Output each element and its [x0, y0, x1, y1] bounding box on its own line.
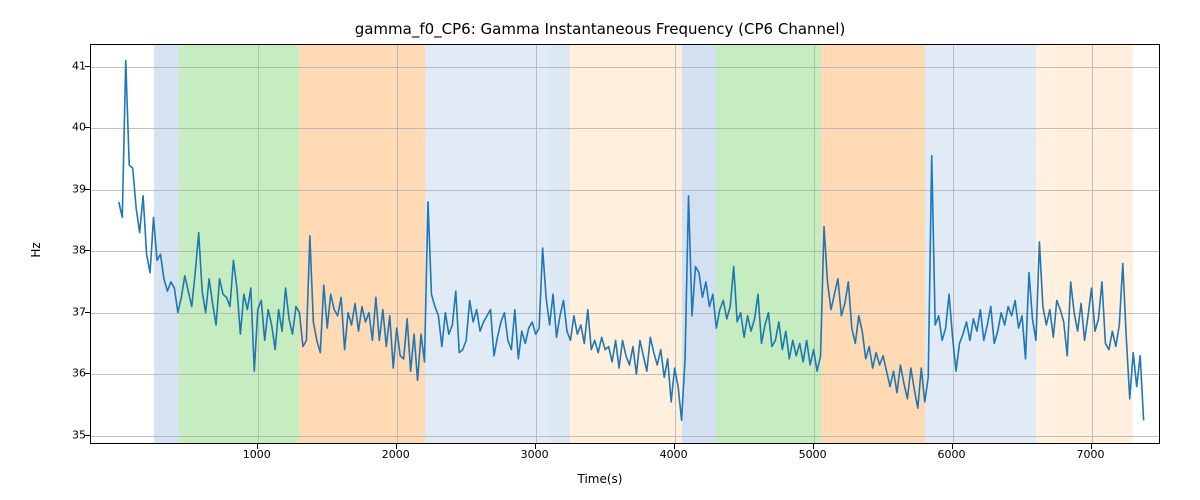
y-tick-mark [85, 66, 90, 67]
x-tick-mark [952, 444, 953, 449]
x-tick-mark [535, 444, 536, 449]
y-tick-label: 38 [46, 244, 86, 257]
y-tick-label: 37 [46, 305, 86, 318]
y-tick-label: 35 [46, 428, 86, 441]
y-tick-mark [85, 435, 90, 436]
x-tick-label: 7000 [1077, 448, 1105, 461]
x-tick-mark [257, 444, 258, 449]
y-tick-mark [85, 127, 90, 128]
y-tick-mark [85, 250, 90, 251]
y-tick-label: 39 [46, 182, 86, 195]
x-axis-label: Time(s) [0, 472, 1200, 486]
x-tick-label: 3000 [521, 448, 549, 461]
data-line [119, 60, 1144, 420]
y-tick-label: 41 [46, 59, 86, 72]
y-tick-label: 36 [46, 367, 86, 380]
y-tick-mark [85, 312, 90, 313]
chart-figure: gamma_f0_CP6: Gamma Instantaneous Freque… [0, 0, 1200, 500]
x-tick-mark [1091, 444, 1092, 449]
y-tick-label: 40 [46, 121, 86, 134]
x-tick-label: 4000 [660, 448, 688, 461]
x-tick-mark [813, 444, 814, 449]
chart-title: gamma_f0_CP6: Gamma Instantaneous Freque… [0, 20, 1200, 38]
y-tick-mark [85, 189, 90, 190]
x-tick-label: 1000 [243, 448, 271, 461]
y-tick-mark [85, 373, 90, 374]
line-series-layer [91, 45, 1160, 444]
x-tick-mark [396, 444, 397, 449]
x-tick-label: 5000 [799, 448, 827, 461]
x-tick-mark [674, 444, 675, 449]
y-axis-label: Hz [29, 242, 43, 257]
x-tick-label: 6000 [938, 448, 966, 461]
plot-area [90, 44, 1160, 444]
x-tick-label: 2000 [382, 448, 410, 461]
